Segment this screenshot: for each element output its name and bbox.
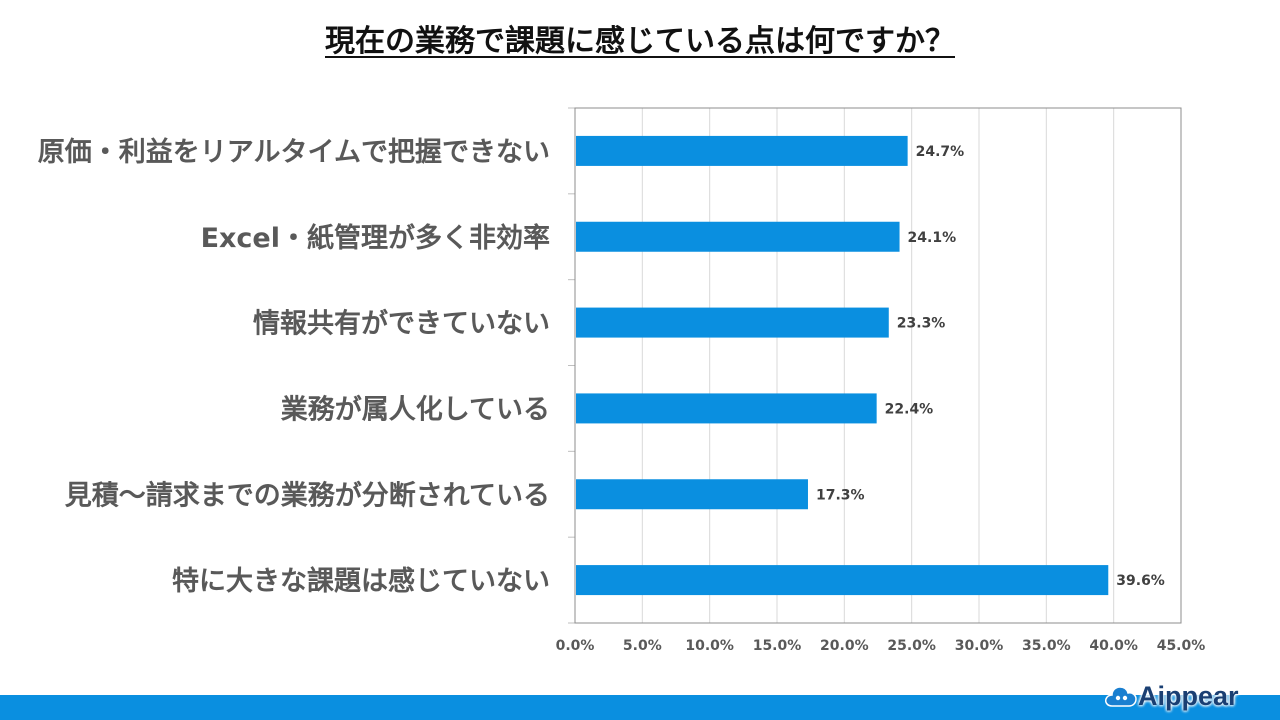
bars <box>576 135 1109 596</box>
plot-area-border <box>574 107 1182 624</box>
bar <box>576 135 908 166</box>
x-tick-label: 45.0% <box>1157 638 1206 654</box>
bar <box>576 565 1109 596</box>
category-label: 特に大きな課題は感じていない <box>172 565 550 597</box>
footer-band <box>0 695 1280 720</box>
value-label: 22.4% <box>885 401 934 417</box>
category-label: 情報共有ができていない <box>253 308 550 340</box>
x-tick-label: 30.0% <box>955 638 1004 654</box>
category-label: 見積～請求までの業務が分断されている <box>65 479 550 511</box>
x-tick-label: 40.0% <box>1089 638 1138 654</box>
gridlines <box>568 107 1115 624</box>
value-label: 17.3% <box>816 487 865 503</box>
x-axis-tick-labels: 0.0% 5.0% 10.0% 15.0% 20.0% 25.0% 30.0% 35.0% 40… <box>556 638 1206 654</box>
bar <box>576 393 877 424</box>
value-labels: 24.7% 24.1% 23.3% 22.4% 17.3% 39.6% <box>816 144 1165 589</box>
cloud-icon <box>1105 686 1137 707</box>
bar <box>576 221 900 252</box>
x-tick-label: 15.0% <box>753 638 802 654</box>
category-label: 業務が属人化している <box>281 393 550 425</box>
value-label: 24.1% <box>908 230 957 246</box>
x-tick-label: 0.0% <box>556 638 595 654</box>
logo-text: Aippear <box>1138 680 1239 711</box>
brand-logo: Aippear <box>1104 676 1239 716</box>
value-label: 39.6% <box>1116 573 1165 589</box>
chart-title: 現在の業務で課題に感じている点は何ですか？ <box>325 24 955 59</box>
bar <box>576 307 889 338</box>
category-label: Excel・紙管理が多く非効率 <box>201 222 550 254</box>
category-label: 原価・利益をリアルタイムで把握できない <box>38 137 550 168</box>
value-label: 23.3% <box>897 316 946 332</box>
x-tick-label: 10.0% <box>685 638 734 654</box>
x-tick-label: 25.0% <box>887 638 936 654</box>
category-labels: 原価・利益をリアルタイムで把握できない Excel・紙管理が多く非効率情報共有がで… <box>38 137 550 597</box>
bar <box>576 479 808 510</box>
x-tick-label: 35.0% <box>1022 638 1071 654</box>
value-label: 24.7% <box>916 144 965 160</box>
x-tick-label: 5.0% <box>623 638 662 654</box>
x-tick-label: 20.0% <box>820 638 869 654</box>
